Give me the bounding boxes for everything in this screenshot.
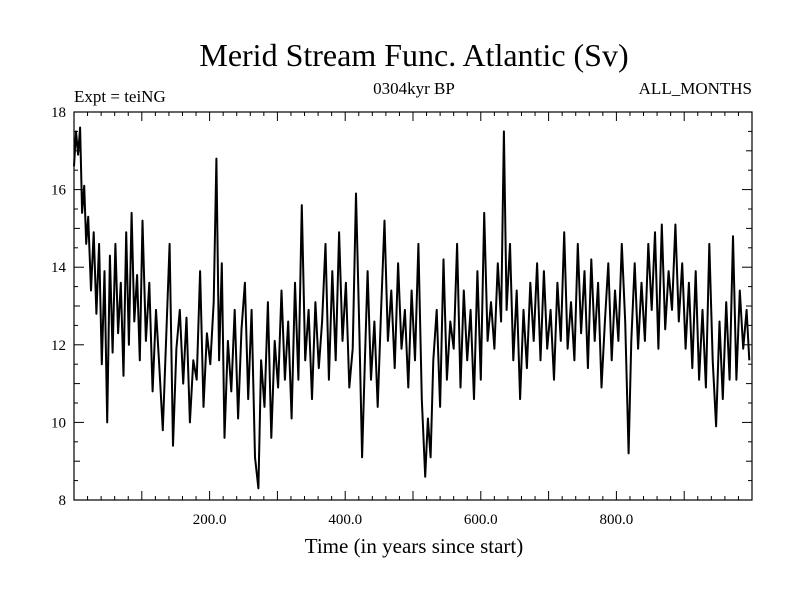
x-tick-label: 200.0 xyxy=(193,512,227,528)
chart-subtitle-right: ALL_MONTHS xyxy=(639,79,752,98)
axes: 200.0 400.0 600.0 800.0 8 10 12 14 16 18 xyxy=(51,105,753,528)
x-axis-label: Time (in years since start) xyxy=(305,534,524,558)
y-tick-label: 18 xyxy=(51,105,66,121)
y-tick-label: 10 xyxy=(51,415,66,431)
y-tick-label: 12 xyxy=(51,338,66,354)
y-tick-label: 8 xyxy=(59,493,67,509)
plot-area xyxy=(73,126,751,490)
chart-subtitle-left: Expt = teiNG xyxy=(74,87,166,106)
x-tick-label: 400.0 xyxy=(328,512,362,528)
y-tick-label: 16 xyxy=(51,183,67,199)
series-line-0 xyxy=(73,126,751,490)
y-tick-label: 14 xyxy=(51,260,67,276)
chart-subtitle-center: 0304kyr BP xyxy=(373,79,455,98)
x-tick-label: 600.0 xyxy=(464,512,498,528)
x-tick-label: 800.0 xyxy=(600,512,634,528)
chart-title: Merid Stream Func. Atlantic (Sv) xyxy=(199,37,628,73)
